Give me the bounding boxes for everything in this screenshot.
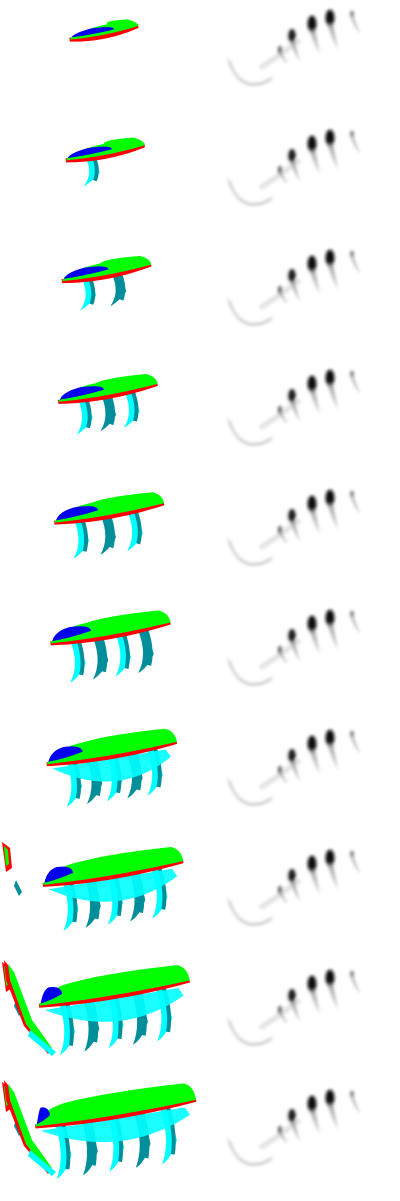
- density-map-panel: [200, 840, 400, 960]
- density-map-image: [227, 1089, 360, 1166]
- segmentation-panel: [0, 240, 200, 360]
- density-map-panel: [200, 120, 400, 240]
- density-map-panel: [200, 480, 400, 600]
- density-map-image: [227, 849, 360, 926]
- density-map-panel: [200, 720, 400, 840]
- figure-row: [0, 480, 400, 600]
- density-map-image: [227, 9, 360, 86]
- figure-row: [0, 960, 400, 1080]
- segmentation-panel: [0, 1080, 200, 1200]
- segmentation-image: [61, 255, 152, 311]
- figure-row: [0, 720, 400, 840]
- segmentation-panel: [0, 600, 200, 720]
- figure-row: [0, 0, 400, 120]
- segmentation-image: [46, 728, 178, 807]
- segmentation-image: [57, 374, 158, 435]
- segmentation-image: [2, 960, 190, 1056]
- figure-row: [0, 840, 400, 960]
- density-map-panel: [200, 960, 400, 1080]
- segmentation-image: [2, 1080, 197, 1179]
- segmentation-panel: [0, 0, 200, 120]
- segmentation-panel: [0, 960, 200, 1080]
- density-map-panel: [200, 1080, 400, 1200]
- segmentation-image: [69, 19, 139, 42]
- segmentation-image: [53, 492, 165, 559]
- figure-row: [0, 120, 400, 240]
- segmentation-image: [65, 137, 146, 187]
- figure-row: [0, 240, 400, 360]
- figure-row: [0, 360, 400, 480]
- density-map-image: [227, 129, 360, 206]
- density-map-panel: [200, 600, 400, 720]
- segmentation-panel: [0, 120, 200, 240]
- segmentation-panel: [0, 480, 200, 600]
- segmentation-image: [2, 842, 184, 931]
- density-map-image: [227, 249, 360, 326]
- segmentation-image: [50, 610, 171, 683]
- density-map-image: [227, 489, 360, 566]
- segmentation-panel: [0, 840, 200, 960]
- density-map-panel: [200, 0, 400, 120]
- density-map-image: [227, 609, 360, 686]
- density-map-image: [227, 969, 360, 1046]
- segmentation-panel: [0, 720, 200, 840]
- segmentation-panel: [0, 360, 200, 480]
- density-map-image: [227, 369, 360, 446]
- density-map-panel: [200, 360, 400, 480]
- figure-row: [0, 1080, 400, 1200]
- density-map-panel: [200, 240, 400, 360]
- density-map-image: [227, 729, 360, 806]
- figure-row: [0, 600, 400, 720]
